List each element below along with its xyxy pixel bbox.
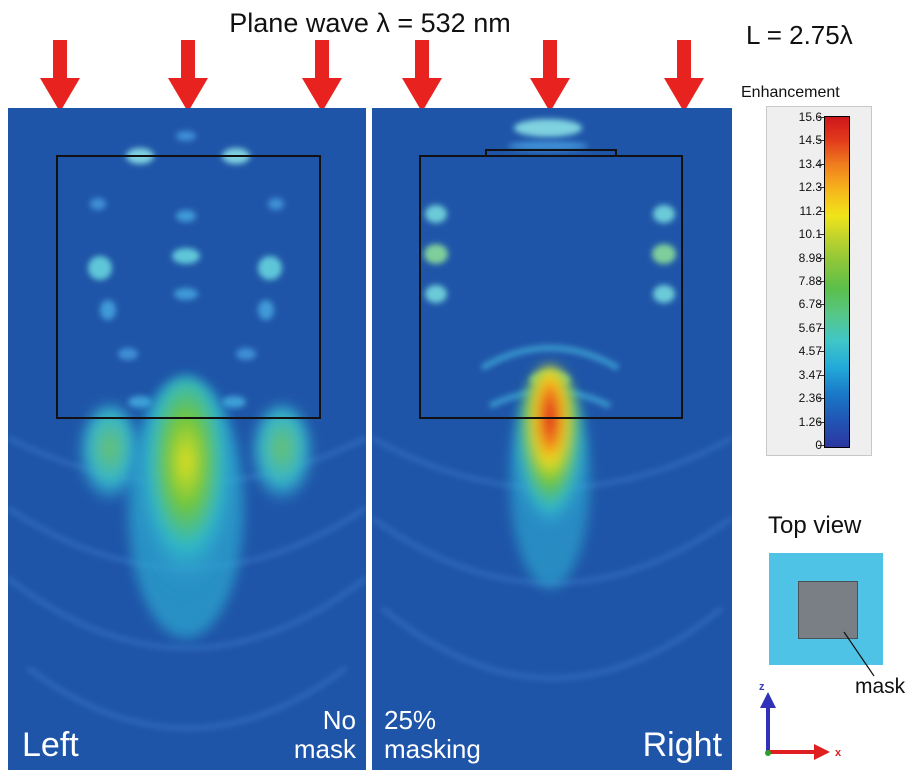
colorbar-tick-label: 2.36 <box>798 391 822 406</box>
colorbar-title: Enhancement <box>741 84 840 101</box>
colorbar-tick-label: 12.3 <box>798 180 822 195</box>
mask-caption-left: No mask <box>293 704 356 764</box>
colorbar-tick-label: 5.67 <box>798 320 822 335</box>
colorbar-tick-mark <box>818 163 824 165</box>
axis-triad-icon <box>760 692 830 760</box>
axis-z-label: z <box>759 681 765 693</box>
mask-caption-line2: masking <box>384 733 481 764</box>
incident-arrow-icon <box>40 40 80 112</box>
mask-caption-line1: No <box>322 704 356 735</box>
incident-arrow-icon <box>168 40 208 112</box>
incident-arrow-icon <box>530 40 570 112</box>
top-view-mask <box>798 581 858 639</box>
mask-caption-line2: mask <box>293 733 356 764</box>
colorbar-tick-mark <box>818 140 824 142</box>
mask-caption-right: 25% masking <box>384 704 481 764</box>
mask-plate-outline <box>485 149 617 157</box>
mask-leader-line <box>843 631 875 677</box>
colorbar-tick-label: 15.6 <box>798 110 822 124</box>
colorbar-tick-mark <box>818 187 824 189</box>
colorbar-tick-mark <box>818 304 824 306</box>
panel-label-left: Left <box>22 726 79 764</box>
incident-arrow-icon <box>302 40 342 112</box>
colorbar-tick-label: 4.57 <box>798 344 822 359</box>
colorbar-tick-label: 13.4 <box>798 156 822 171</box>
axis-x-label: x <box>835 747 842 759</box>
colorbar-tick-mark <box>818 257 824 259</box>
field-map-right: 25% masking Right <box>372 108 732 770</box>
colorbar-tick-label: 10.1 <box>798 227 822 242</box>
colorbar-tick-label: 11.2 <box>799 203 822 218</box>
colorbar-tick-label: 6.78 <box>798 297 822 312</box>
field-map-left: Left No mask <box>8 108 366 770</box>
colorbar-tick-label: 0 <box>774 438 822 452</box>
incident-arrow-icon <box>664 40 704 112</box>
colorbar-tick-mark <box>818 327 824 329</box>
colorbar-tick-label: 3.47 <box>798 367 822 382</box>
length-label: L = 2.75λ <box>746 20 853 50</box>
cube-outline <box>56 155 321 419</box>
colorbar-tick-mark <box>818 421 824 423</box>
panel-label-right: Right <box>642 726 722 764</box>
figure-title: Plane wave λ = 532 nm <box>229 8 511 38</box>
colorbar-tick-mark <box>818 234 824 236</box>
colorbar-tick-mark <box>818 117 824 118</box>
colorbar-tick-mark <box>818 374 824 376</box>
mask-label: mask <box>855 675 906 698</box>
colorbar-tick-mark <box>818 281 824 282</box>
top-view-title: Top view <box>768 512 862 539</box>
colorbar-tick-label: 14.5 <box>798 133 822 148</box>
colorbar-tick-mark <box>818 398 824 400</box>
colorbar-tick-label: 8.98 <box>798 250 822 265</box>
colorbar-tick-label: 7.88 <box>798 274 822 288</box>
colorbar-tick-label: 1.26 <box>798 414 822 429</box>
colorbar-gradient <box>824 116 850 448</box>
colorbar-tick-mark <box>818 210 824 212</box>
colorbar-tick-mark <box>818 445 824 446</box>
colorbar-tick-mark <box>818 351 824 353</box>
incident-arrow-icon <box>402 40 442 112</box>
mask-caption-line1: 25% <box>384 704 437 735</box>
